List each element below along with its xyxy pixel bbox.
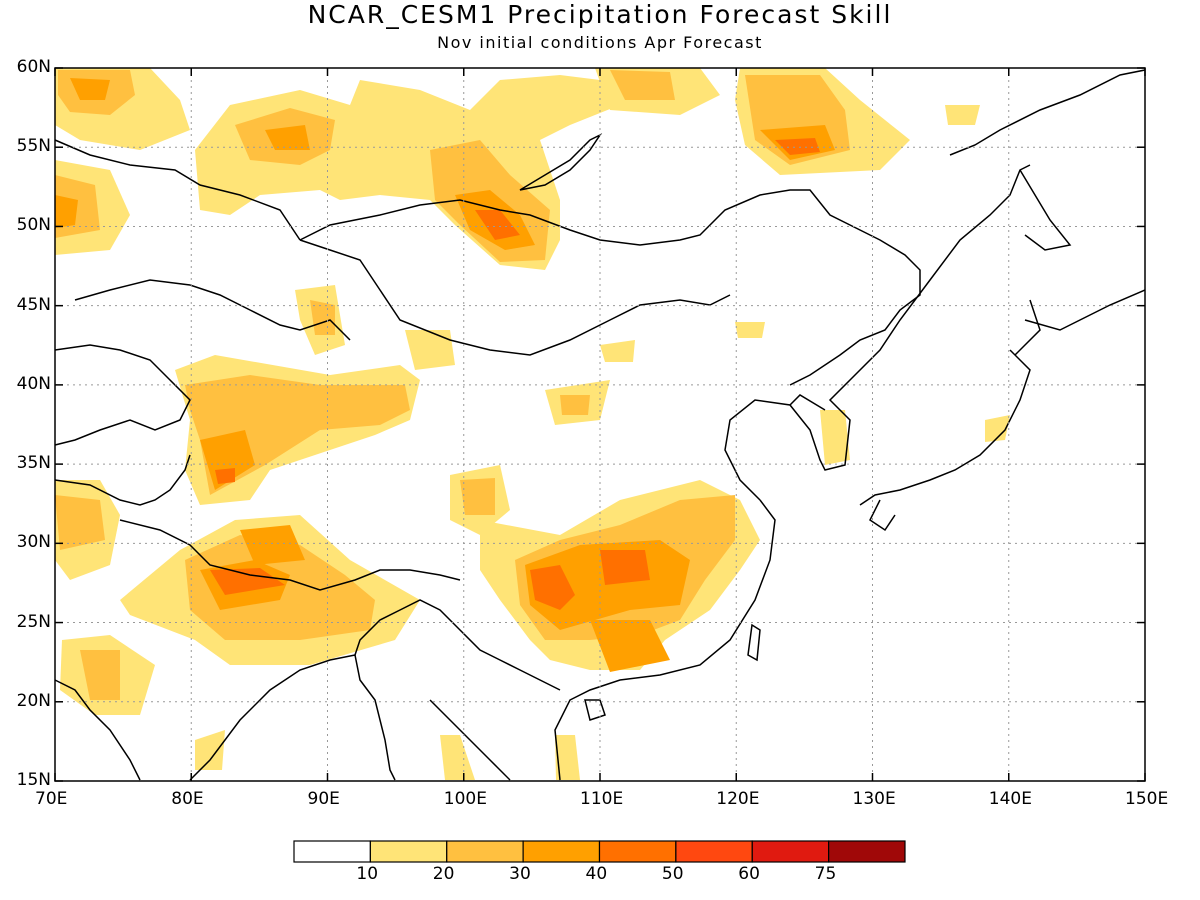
colorbar-swatch (369, 840, 448, 863)
lon-label: 100E (443, 789, 487, 809)
lon-label: 80E (171, 789, 204, 809)
skill-region-far-east-max (775, 138, 820, 155)
coastline-india-west (54, 679, 141, 781)
skill-region-nepal (240, 525, 305, 565)
skill-shading (55, 68, 1010, 780)
lon-label: 110E (580, 789, 624, 809)
border-himalaya (119, 519, 461, 591)
border-myanmar (354, 599, 561, 691)
border-inner-mongolia (299, 239, 731, 356)
coastline-kyushu (869, 499, 896, 532)
lat-label: 15N (16, 770, 51, 790)
colorbar-tick-label: 60 (738, 864, 760, 884)
skill-region-northwest-peak (70, 78, 110, 100)
lat-label: 60N (16, 57, 51, 77)
lat-label: 35N (16, 453, 51, 474)
coastline-indochina (429, 699, 511, 781)
colorbar-swatch (598, 840, 677, 863)
chart-title: NCAR_CESM1 Precipitation Forecast Skill (307, 0, 893, 29)
skill-region-mongolia-east (735, 322, 765, 338)
colorbar-tick-label: 40 (585, 864, 608, 884)
skill-region-korea (820, 410, 850, 465)
skill-region-japan (985, 415, 1010, 442)
chart-subtitle: Nov initial conditions Apr Forecast (437, 33, 763, 52)
colorbar-tick-label: 20 (432, 864, 455, 884)
lat-label: 20N (16, 690, 51, 711)
lon-label: 120E (716, 789, 760, 809)
skill-region-west-peak (55, 195, 78, 228)
skill-region-sichuan-core (460, 478, 495, 515)
skill-region-yangtze-max-west (530, 565, 575, 610)
coastline-hainan (584, 699, 606, 721)
skill-region-qaidam (405, 330, 455, 370)
skill-region-indochina (555, 735, 580, 780)
skill-region-sakhalin (945, 105, 980, 125)
gridlines (55, 68, 1145, 781)
colorbar-tick-label: 30 (509, 864, 531, 884)
coastline-kamchatka (949, 69, 1146, 156)
border-central-asia (54, 344, 191, 446)
skill-region-baikal-peak (475, 210, 520, 240)
skill-region-yangtze-max-east (600, 550, 650, 585)
lon-label: 150E (1125, 789, 1169, 809)
coastline-hokkaido (1014, 299, 1041, 356)
colorbar-swatch (293, 840, 371, 863)
colorbar (293, 840, 906, 863)
coastline-bay-of-bengal (189, 654, 396, 781)
axis-ticks (54, 67, 1146, 782)
border-kazakhstan-north (54, 139, 301, 241)
skill-region-loess (600, 340, 635, 362)
skill-region-tibet-north-peak (200, 430, 255, 490)
colorbar-tick-label: 75 (814, 864, 837, 884)
coastline-bohai (724, 164, 1031, 501)
coastline-kuril (1024, 289, 1146, 331)
skill-region-india-west-core (55, 495, 105, 550)
lat-label: 45N (16, 294, 51, 315)
coastline-japan-main (859, 349, 1031, 506)
lon-label: 70E (35, 789, 68, 809)
coastline-sakhalin (1019, 169, 1072, 251)
coastline-taiwan (747, 623, 761, 662)
colorbar-swatch (446, 840, 524, 863)
skill-region-india-central-core (80, 650, 120, 700)
skill-region-northeast-core (610, 70, 675, 100)
skill-region-tarim-core (310, 300, 335, 335)
skill-region-central-north-peak (265, 125, 310, 150)
skill-region-indochina-south (195, 730, 225, 770)
lat-label: 55N (16, 136, 51, 157)
skill-region-yangtze-peak (525, 540, 690, 630)
border-afghanistan (54, 454, 191, 506)
border-mongolia (299, 189, 921, 386)
skill-region-himalaya-max (210, 568, 285, 595)
lat-label: 25N (16, 611, 51, 632)
skill-region-tibet-north-max (215, 468, 235, 484)
colorbar-swatch (751, 840, 830, 863)
coastline-china-east (554, 499, 776, 781)
skill-region-ordos-core (560, 395, 590, 415)
border-kazakhstan (74, 279, 351, 341)
lon-label: 90E (307, 789, 340, 809)
colorbar-swatch (828, 840, 906, 863)
lon-label: 130E (852, 789, 896, 809)
colorbar-tick-label: 10 (356, 864, 379, 884)
colorbar-swatch (522, 840, 601, 863)
lon-label: 140E (988, 789, 1032, 809)
colorbar-tick-label: 50 (661, 864, 684, 884)
skill-region-south-china (590, 620, 670, 672)
lat-label: 30N (16, 532, 51, 553)
lat-label: 40N (16, 373, 51, 394)
coastline-korea (789, 394, 826, 411)
skill-region-central-north (195, 75, 620, 270)
colorbar-swatch (675, 840, 753, 863)
skill-region-indochina-east (440, 735, 475, 780)
lat-label: 50N (16, 215, 51, 236)
coastlines (54, 69, 1146, 781)
